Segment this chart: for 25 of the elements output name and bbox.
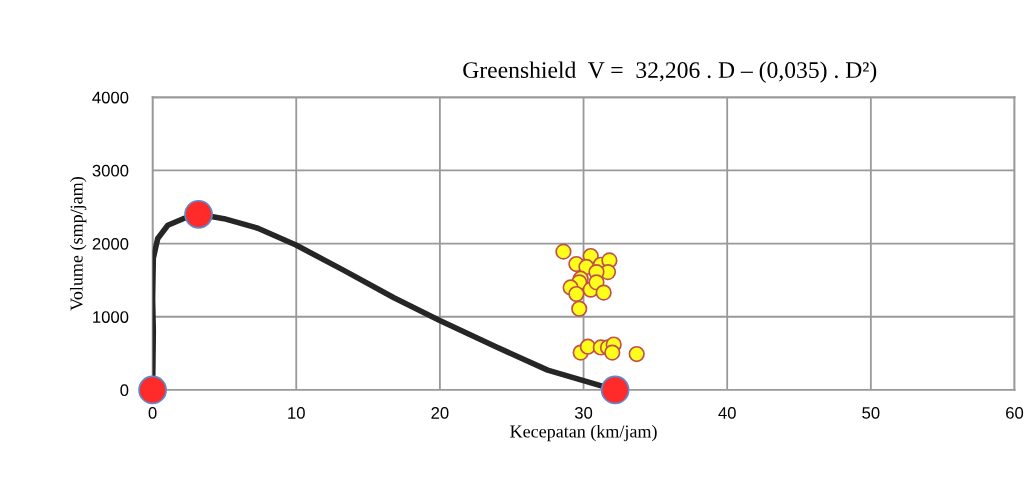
y-axis-title: Volume (smp/jam): [69, 177, 87, 311]
point: [184, 199, 213, 229]
y-tick-label: 4000: [92, 91, 129, 104]
chart-title: Greenshield V = 32,206 . D – (0,035) . D²): [463, 61, 877, 83]
point: [595, 284, 612, 301]
x-tick-label: 40: [718, 407, 736, 419]
point: [138, 375, 167, 405]
x-tick-label: 30: [574, 407, 593, 419]
y-tick-label: 0: [120, 384, 129, 397]
point: [600, 375, 630, 405]
x-tick-label: 10: [288, 407, 305, 419]
point: [555, 243, 572, 260]
point: [571, 300, 588, 317]
y-tick-label: 1000: [93, 311, 129, 323]
point: [579, 338, 596, 355]
x-axis-title: Kecepatan (km/jam): [510, 424, 657, 442]
point: [628, 345, 645, 363]
x-tick-label: 20: [431, 407, 449, 419]
y-tick-label: 3000: [92, 164, 129, 177]
point: [568, 285, 585, 303]
x-tick-label: 50: [862, 407, 880, 419]
point: [604, 344, 621, 361]
y-tick-label: 2000: [92, 237, 129, 250]
x-tick-label: 0: [148, 407, 157, 419]
x-tick-label: 60: [1006, 407, 1024, 419]
